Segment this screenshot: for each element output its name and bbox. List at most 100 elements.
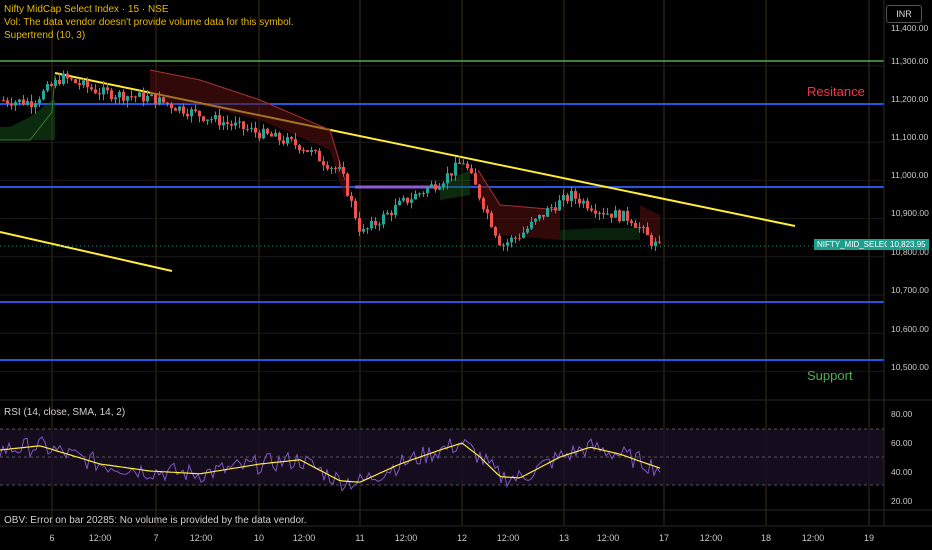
candle-body — [538, 214, 541, 219]
price-label: 10,900.00 — [891, 208, 929, 218]
price-label: 11,000.00 — [891, 170, 929, 180]
candle-body — [174, 108, 177, 111]
supertrend-uptrend-band — [440, 170, 470, 200]
candle-body — [206, 119, 209, 121]
candle-body — [530, 221, 533, 229]
candle-body — [422, 192, 425, 194]
candle-body — [478, 184, 481, 199]
candle-body — [70, 78, 73, 80]
horizontal-levels — [0, 60, 884, 361]
candle-body — [18, 99, 21, 103]
time-label: 12:00 — [88, 533, 112, 543]
candle-body — [490, 212, 493, 228]
time-label: 10 — [253, 533, 265, 543]
time-label: 12:00 — [496, 533, 520, 543]
candle-body — [382, 214, 385, 225]
candle-body — [354, 200, 357, 219]
candle-body — [290, 137, 293, 140]
candle-body — [262, 128, 265, 139]
candle-body — [362, 229, 365, 232]
candle-body — [122, 91, 125, 101]
candle-body — [598, 212, 601, 214]
obv-legend[interactable]: OBV: Error on bar 20285: No volume is pr… — [4, 515, 307, 526]
candle-body — [62, 73, 65, 84]
candle-body — [330, 167, 333, 169]
candle-body — [230, 123, 233, 126]
candle-body — [242, 121, 245, 129]
session-separator — [868, 0, 870, 525]
candle-body — [202, 116, 205, 121]
candle-body — [154, 94, 157, 105]
candle-body — [22, 99, 25, 105]
candle-body — [394, 204, 397, 216]
currency-button[interactable]: INR — [886, 5, 922, 23]
rsi-label: 80.00 — [891, 409, 913, 419]
candle-body — [470, 168, 473, 174]
support-label[interactable]: Support — [807, 368, 853, 383]
session-separator — [563, 0, 565, 525]
supertrend-downtrend-band — [640, 205, 660, 245]
candle-body — [142, 92, 145, 102]
candle-body — [102, 87, 105, 95]
candle-body — [454, 162, 457, 176]
candle-body — [54, 79, 57, 86]
session-separator — [461, 0, 463, 525]
candle-body — [14, 102, 17, 106]
candle-body — [110, 90, 113, 100]
candle-body — [50, 84, 53, 86]
candle-body — [554, 207, 557, 211]
candle-body — [254, 127, 257, 133]
last-price-badge: 10,823.95 — [887, 239, 929, 250]
supertrend-uptrend-band — [0, 100, 55, 140]
candle-body — [58, 79, 61, 84]
candle-body — [582, 200, 585, 204]
candle-body — [638, 227, 641, 229]
candle-body — [286, 137, 289, 144]
candle-body — [166, 102, 169, 104]
candle-body — [246, 128, 249, 130]
candle-body — [406, 197, 409, 203]
candle-body — [294, 139, 297, 146]
candle-body — [650, 235, 653, 246]
supertrend-downtrend-band — [150, 70, 345, 200]
time-label: 12:00 — [699, 533, 723, 543]
candle-body — [42, 90, 45, 100]
candle-body — [574, 191, 577, 199]
candle-body — [270, 133, 273, 137]
session-separator — [663, 0, 665, 525]
supertrend-downtrend-line — [477, 169, 561, 211]
candle-body — [186, 113, 189, 117]
candle-body — [482, 198, 485, 210]
session-separator — [155, 0, 157, 525]
resistance-label[interactable]: Resitance — [807, 84, 865, 99]
candle-body — [402, 197, 405, 201]
rsi-legend[interactable]: RSI (14, close, SMA, 14, 2) — [4, 407, 126, 418]
supertrend-legend[interactable]: Supertrend (10, 3) — [4, 30, 86, 41]
time-label: 17 — [658, 533, 670, 543]
candle-body — [322, 161, 325, 165]
candle-body — [586, 200, 589, 209]
candle-body — [130, 96, 133, 98]
candle-body — [238, 121, 241, 123]
candle-body — [458, 162, 461, 164]
candle-body — [318, 150, 321, 162]
candle-body — [250, 127, 253, 129]
symbol-name-badge: NIFTY_MID_SELECT — [814, 239, 898, 250]
candle-body — [558, 200, 561, 211]
session-separator — [51, 0, 53, 525]
candle-body — [590, 208, 593, 211]
rsi-label: 20.00 — [891, 496, 913, 506]
candle-body — [314, 149, 317, 151]
rsi-label: 60.00 — [891, 438, 913, 448]
candle-body — [358, 218, 361, 232]
time-label: 12:00 — [596, 533, 620, 543]
candle-body — [350, 195, 353, 201]
candle-body — [414, 193, 417, 200]
symbol-title[interactable]: Nifty MidCap Select Index · 15 · NSE — [4, 4, 169, 15]
candle-body — [278, 132, 281, 141]
candle-body — [610, 213, 613, 218]
candle-body — [74, 79, 77, 84]
volume-legend[interactable]: Vol: The data vendor doesn't provide vol… — [4, 17, 294, 28]
candle-body — [170, 103, 173, 109]
